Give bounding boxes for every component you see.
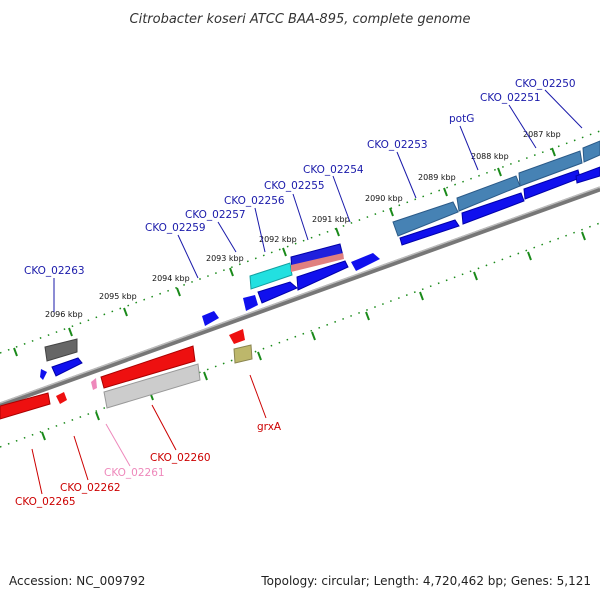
gene-cko02262[interactable] — [56, 392, 67, 404]
gene-label[interactable]: grxA — [257, 421, 282, 433]
gene-cko02254-lower[interactable] — [291, 253, 344, 272]
gene-cko02257[interactable] — [257, 281, 298, 304]
topology-summary: Topology: circular; Length: 4,720,462 bp… — [260, 574, 591, 588]
gene-cko02264[interactable] — [40, 369, 47, 380]
scale-label: 2092 kbp — [259, 235, 297, 244]
gene-khaki[interactable] — [233, 344, 253, 364]
connector-grxa — [249, 374, 267, 419]
scale-label: 2093 kbp — [206, 254, 244, 263]
gene-gray-upper[interactable] — [44, 338, 78, 362]
scale-label: 2095 kbp — [99, 292, 137, 301]
scale-labels: 2096 kbp 2095 kbp 2094 kbp 2093 kbp 2092… — [45, 130, 561, 319]
connector-cko02260 — [151, 404, 177, 451]
accession-text: Accession: NC_009792 — [9, 574, 145, 588]
connector-cko02250 — [544, 89, 583, 129]
gene-cko02253-strand[interactable] — [399, 219, 460, 246]
scale-label: 2096 kbp — [45, 310, 83, 319]
gene-label[interactable]: CKO_02250 — [515, 78, 576, 90]
map-title: Citrobacter koseri ATCC BAA-895, complet… — [130, 12, 471, 27]
connector-cko02255 — [292, 193, 309, 241]
gene-label[interactable]: CKO_02257 — [185, 209, 246, 221]
scale-label: 2087 kbp — [523, 130, 561, 139]
gene-small-blue[interactable] — [243, 295, 258, 311]
gene-label[interactable]: CKO_02259 — [145, 222, 206, 234]
gene-gray-lower[interactable] — [103, 363, 201, 409]
gene-label[interactable]: CKO_02253 — [367, 139, 428, 151]
gene-cko02251[interactable] — [518, 150, 583, 187]
gene-label[interactable]: CKO_02254 — [303, 164, 364, 176]
connector-cko02262 — [73, 435, 89, 481]
connector-cko02265 — [31, 448, 43, 495]
gene-label[interactable]: CKO_02263 — [24, 265, 85, 277]
label-connectors — [31, 89, 583, 495]
connector-cko02261 — [105, 423, 131, 467]
scale-label: 2091 kbp — [312, 215, 350, 224]
gene-labels: CKO_02263 CKO_02259 CKO_02257 CKO_02256 … — [15, 78, 576, 508]
gene-cko02260[interactable] — [100, 345, 196, 389]
gene-potg-strand[interactable] — [461, 192, 525, 225]
forward-strand-genes — [40, 140, 600, 380]
gene-label[interactable]: CKO_02256 — [224, 195, 285, 207]
gene-cko02256[interactable] — [249, 262, 293, 290]
connector-cko02251 — [508, 104, 537, 149]
gene-label[interactable]: CKO_02261 — [104, 467, 165, 479]
gene-cko02259[interactable] — [202, 311, 219, 326]
gene-cko02265[interactable] — [0, 392, 51, 420]
gene-cko02261[interactable] — [91, 378, 97, 390]
scale-label: 2094 kbp — [152, 274, 190, 283]
connector-cko02259 — [177, 234, 199, 279]
gene-label[interactable]: potG — [449, 113, 474, 125]
gene-grxa[interactable] — [229, 329, 245, 344]
gene-label[interactable]: CKO_02255 — [264, 180, 325, 192]
reverse-strand-genes — [0, 329, 253, 420]
gene-label[interactable]: CKO_02265 — [15, 496, 76, 508]
gene-label[interactable]: CKO_02262 — [60, 482, 121, 494]
gene-cko02263[interactable] — [51, 357, 83, 377]
connector-cko02254 — [332, 175, 351, 223]
connector-cko02257 — [217, 221, 237, 253]
connector-cko02256 — [254, 207, 266, 253]
connector-cko02253 — [396, 151, 417, 199]
gene-cko02255[interactable] — [296, 260, 349, 291]
gene-cko02253[interactable] — [392, 201, 459, 237]
outer-tick-track — [0, 130, 600, 357]
scale-label: 2090 kbp — [365, 194, 403, 203]
gene-cko02250[interactable] — [582, 140, 600, 163]
gene-label[interactable]: CKO_02251 — [480, 92, 541, 104]
genome-backbone — [0, 186, 600, 408]
gene-cko02254b[interactable] — [351, 253, 380, 271]
connector-potg — [459, 125, 479, 171]
gene-cko02250-strand[interactable] — [575, 166, 600, 184]
scale-label: 2088 kbp — [471, 152, 509, 161]
scale-label: 2089 kbp — [418, 173, 456, 182]
gene-label[interactable]: CKO_02260 — [150, 452, 211, 464]
